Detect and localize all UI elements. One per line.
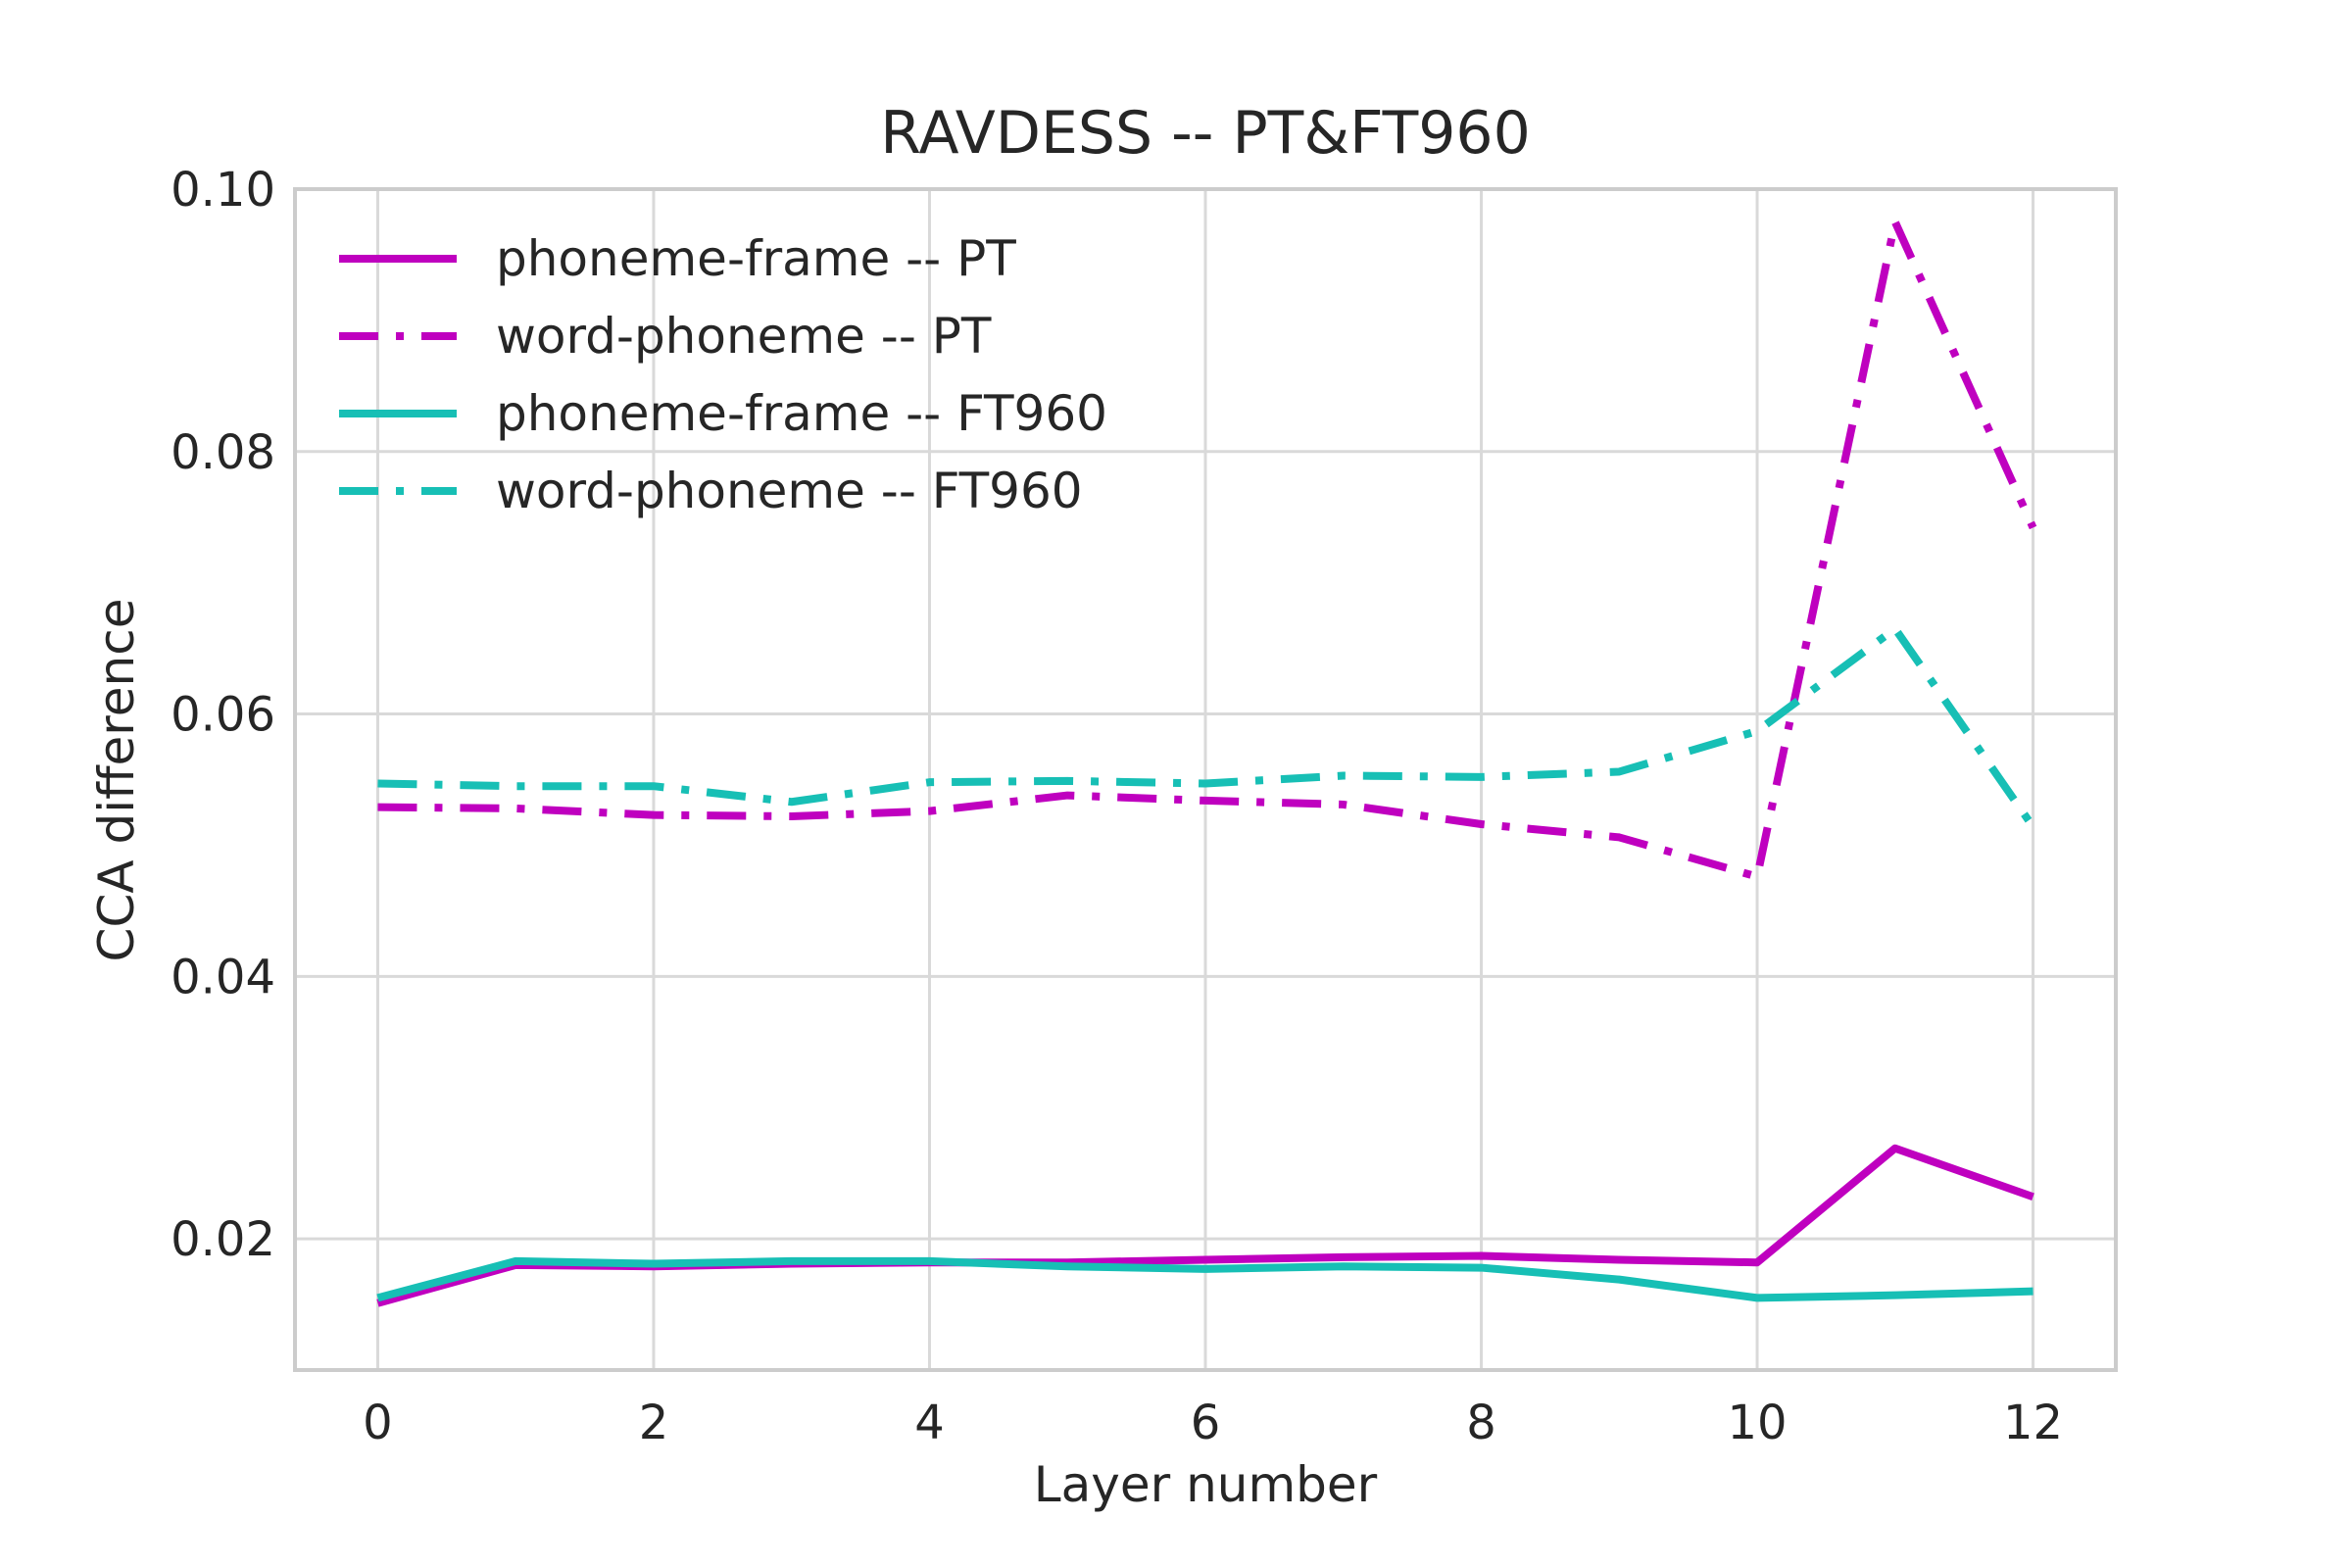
legend-label-2: phoneme-frame -- FT960: [496, 385, 1107, 442]
y-tick-label: 0.02: [171, 1212, 275, 1267]
legend-label-0: phoneme-frame -- PT: [496, 230, 1016, 287]
x-tick-label: 0: [363, 1396, 393, 1450]
y-tick-label: 0.10: [171, 163, 275, 218]
y-axis-ticks: 0.02 0.04 0.06 0.08 0.10: [171, 163, 275, 1267]
series-line-1: [377, 218, 2037, 881]
x-tick-label: 2: [639, 1396, 669, 1450]
plot-frame: [293, 187, 2118, 1372]
x-tick-label: 12: [2003, 1396, 2063, 1450]
x-tick-label: 8: [1466, 1396, 1496, 1450]
x-tick-label: 10: [1727, 1396, 1787, 1450]
y-axis-label: CCA difference: [88, 599, 145, 962]
series-group: [376, 218, 2037, 1307]
legend-label-1: word-phoneme -- PT: [496, 308, 992, 365]
x-axis-label: Layer number: [1034, 1456, 1378, 1513]
x-tick-label: 4: [914, 1396, 945, 1450]
legend: phoneme-frame -- PT word-phoneme -- PT pho…: [339, 230, 1107, 519]
y-tick-label: 0.06: [171, 688, 275, 743]
x-axis-ticks: 0 2 4 6 8 10 12: [363, 1396, 2063, 1450]
x-tick-label: 6: [1191, 1396, 1221, 1450]
y-tick-label: 0.04: [171, 950, 275, 1004]
chart-title: RAVDESS -- PT&FT960: [880, 99, 1531, 168]
y-tick-label: 0.08: [171, 425, 275, 480]
series-line-3: [377, 624, 2036, 829]
series-line-2: [376, 1256, 2034, 1302]
legend-label-3: word-phoneme -- FT960: [496, 463, 1083, 519]
